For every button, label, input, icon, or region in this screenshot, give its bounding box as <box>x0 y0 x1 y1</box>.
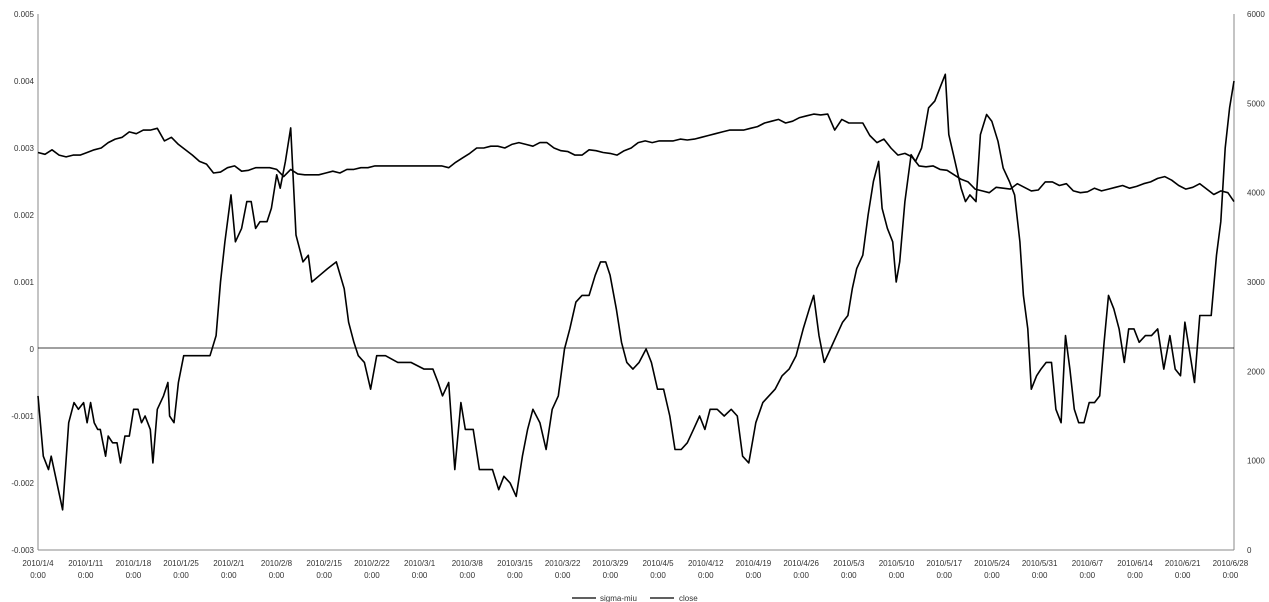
left-y-tick-label: 0.002 <box>14 211 35 220</box>
x-tick-time: 0:00 <box>507 571 523 580</box>
x-tick-time: 0:00 <box>412 571 428 580</box>
left-y-tick-label: -0.001 <box>11 412 34 421</box>
right-y-tick-label: 5000 <box>1247 99 1265 108</box>
x-tick-time: 0:00 <box>78 571 94 580</box>
right-y-tick-label: 1000 <box>1247 457 1265 466</box>
right-y-tick-label: 4000 <box>1247 189 1265 198</box>
right-y-tick-label: 3000 <box>1247 278 1265 287</box>
x-tick-time: 0:00 <box>1032 571 1048 580</box>
x-tick-time: 0:00 <box>364 571 380 580</box>
x-tick-date: 2010/1/18 <box>116 559 152 568</box>
x-tick-time: 0:00 <box>173 571 189 580</box>
x-tick-time: 0:00 <box>1127 571 1143 580</box>
x-tick-date: 2010/1/25 <box>163 559 199 568</box>
x-tick-date: 2010/5/24 <box>974 559 1010 568</box>
x-tick-date: 2010/1/11 <box>68 559 104 568</box>
x-tick-time: 0:00 <box>1223 571 1239 580</box>
legend-label-sigma-miu: sigma-miu <box>600 594 637 602</box>
legend: sigma-miu close <box>572 594 698 602</box>
left-y-tick-labels: -0.003 -0.002 -0.001 0 0.001 0.002 0.003 0.004 0… <box>11 10 34 555</box>
x-tick-time: 0:00 <box>793 571 809 580</box>
x-tick-date: 2010/6/14 <box>1117 559 1153 568</box>
x-tick-date: 2010/6/28 <box>1213 559 1249 568</box>
x-tick-time: 0:00 <box>126 571 142 580</box>
x-tick-time: 0:00 <box>1175 571 1191 580</box>
legend-label-close: close <box>679 594 698 602</box>
x-tick-date: 2010/5/17 <box>926 559 962 568</box>
x-tick-date: 2010/4/19 <box>736 559 772 568</box>
x-tick-time: 0:00 <box>746 571 762 580</box>
x-tick-date: 2010/4/5 <box>642 559 674 568</box>
x-tick-time: 0:00 <box>936 571 952 580</box>
x-tick-time: 0:00 <box>221 571 237 580</box>
x-tick-date: 2010/3/1 <box>404 559 436 568</box>
x-tick-date: 2010/3/22 <box>545 559 581 568</box>
x-tick-date: 2010/3/8 <box>452 559 484 568</box>
x-tick-date: 2010/5/10 <box>879 559 915 568</box>
right-y-tick-label: 2000 <box>1247 367 1265 376</box>
series-layer <box>37 73 1235 511</box>
x-tick-date: 2010/2/8 <box>261 559 293 568</box>
right-y-tick-labels: 0 1000 2000 3000 4000 5000 6000 <box>1247 10 1265 555</box>
x-tick-date: 2010/3/29 <box>593 559 629 568</box>
x-tick-date: 2010/3/15 <box>497 559 533 568</box>
x-tick-time: 0:00 <box>650 571 666 580</box>
x-tick-time: 0:00 <box>698 571 714 580</box>
x-tick-time: 0:00 <box>984 571 1000 580</box>
x-tick-date: 2010/4/12 <box>688 559 724 568</box>
x-tick-date: 2010/5/3 <box>833 559 865 568</box>
left-y-tick-label: -0.003 <box>11 546 34 555</box>
left-y-tick-label: 0.003 <box>14 144 35 153</box>
x-tick-date: 2010/2/15 <box>306 559 342 568</box>
right-y-tick-label: 0 <box>1247 546 1252 555</box>
left-y-tick-label: 0.005 <box>14 10 35 19</box>
x-tick-date: 2010/6/7 <box>1072 559 1104 568</box>
x-tick-time: 0:00 <box>30 571 46 580</box>
x-tick-time: 0:00 <box>841 571 857 580</box>
x-tick-time: 0:00 <box>316 571 332 580</box>
series-line-sigma-miu <box>37 73 1235 511</box>
x-tick-time: 0:00 <box>889 571 905 580</box>
x-tick-date: 2010/1/4 <box>22 559 54 568</box>
left-y-tick-label: -0.002 <box>11 479 34 488</box>
x-tick-time: 0:00 <box>269 571 285 580</box>
left-y-tick-label: 0.001 <box>14 278 35 287</box>
chart-axes <box>37 14 1235 551</box>
x-tick-date: 2010/4/26 <box>783 559 819 568</box>
x-tick-time: 0:00 <box>459 571 475 580</box>
left-y-tick-label: 0 <box>30 345 35 354</box>
series-line-close <box>37 113 1235 203</box>
x-tick-date: 2010/2/1 <box>213 559 245 568</box>
x-tick-time: 0:00 <box>1080 571 1096 580</box>
right-y-tick-label: 6000 <box>1247 10 1265 19</box>
x-tick-time: 0:00 <box>603 571 619 580</box>
left-y-tick-label: 0.004 <box>14 77 35 86</box>
x-tick-time: 0:00 <box>555 571 571 580</box>
x-tick-labels: 2010/1/4 0:00 2010/1/11 0:00 2010/1/18 0:00 20… <box>22 559 1248 580</box>
x-tick-date: 2010/2/22 <box>354 559 390 568</box>
x-tick-date: 2010/5/31 <box>1022 559 1058 568</box>
x-tick-date: 2010/6/21 <box>1165 559 1201 568</box>
